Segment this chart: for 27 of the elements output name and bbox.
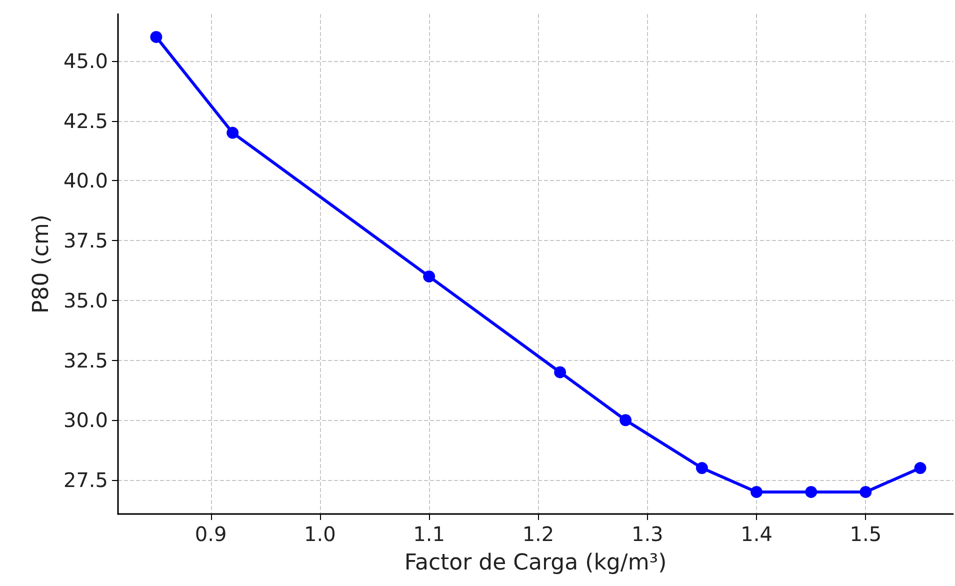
x-tick-label: 1.2 bbox=[522, 522, 554, 546]
y-tick-label: 40.0 bbox=[63, 168, 108, 193]
x-tick-label: 1.0 bbox=[304, 522, 336, 546]
point bbox=[750, 486, 763, 498]
point bbox=[423, 270, 436, 282]
point bbox=[620, 414, 632, 426]
y-tick-label: 32.5 bbox=[63, 348, 108, 372]
y-tick-label: 45.0 bbox=[63, 48, 108, 73]
point bbox=[805, 486, 818, 498]
y-tick-label: 37.5 bbox=[63, 228, 108, 253]
x-axis-title: Factor de Carga (kg/m³) bbox=[404, 550, 667, 576]
x-tick-label: 1.5 bbox=[850, 522, 882, 546]
point bbox=[150, 30, 162, 43]
x-tick-label: 0.9 bbox=[194, 522, 227, 546]
x-tick-label: 1.3 bbox=[631, 522, 664, 546]
y-tick-label: 27.5 bbox=[63, 468, 108, 492]
y-tick-label: 42.5 bbox=[63, 108, 108, 133]
point bbox=[860, 486, 872, 498]
point bbox=[554, 366, 566, 378]
y-tick-label: 35.0 bbox=[63, 288, 108, 312]
x-tick-label: 1.1 bbox=[413, 522, 445, 546]
x-tick-label: 1.4 bbox=[740, 522, 772, 546]
y-tick-label: 30.0 bbox=[63, 408, 108, 432]
point bbox=[914, 462, 926, 474]
y-axis-title: P80 (cm) bbox=[29, 214, 54, 314]
point bbox=[226, 126, 239, 139]
point bbox=[696, 462, 708, 474]
